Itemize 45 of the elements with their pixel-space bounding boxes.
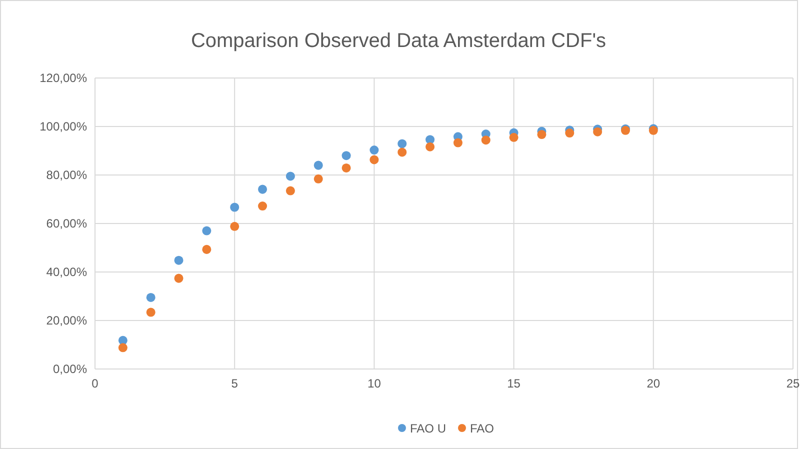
point	[146, 308, 156, 317]
point	[453, 138, 462, 148]
point	[537, 130, 546, 140]
point	[342, 151, 351, 160]
point	[565, 128, 574, 138]
x-tick-label: 25	[786, 376, 800, 391]
point	[398, 148, 407, 157]
point	[202, 226, 212, 236]
y-tick-label: 100,00%	[40, 119, 88, 134]
point	[258, 184, 268, 194]
y-tick-label: 80,00%	[46, 168, 88, 182]
point	[370, 155, 379, 164]
point	[398, 139, 407, 148]
chart-title: Comparison Observed Data Amsterdam CDF's	[190, 30, 606, 52]
x-tick-label: 15	[507, 376, 521, 391]
x-tick-label: 0	[92, 376, 99, 391]
point	[202, 244, 212, 254]
x-tick-label: 10	[368, 376, 382, 391]
y-tick-label: 20,00%	[46, 313, 88, 328]
y-tick-label: 0,00%	[52, 362, 88, 376]
x-tick-label: 5	[231, 376, 238, 391]
point	[118, 343, 128, 352]
point	[370, 146, 379, 155]
y-tick-label: 120,00%	[40, 70, 88, 85]
point	[118, 336, 128, 345]
point	[314, 160, 323, 170]
point	[174, 274, 184, 283]
point	[286, 186, 295, 196]
point	[230, 202, 240, 212]
point	[146, 292, 156, 302]
y-tick-label: 60,00%	[46, 216, 88, 230]
x-tick-label: 20	[646, 376, 660, 391]
legend-label: FAO U	[410, 422, 446, 436]
point	[593, 127, 602, 136]
point	[342, 163, 351, 172]
y-tick-label: 40,00%	[46, 264, 88, 279]
legend-label: FAO	[470, 422, 494, 436]
point	[230, 222, 240, 231]
point	[509, 132, 518, 142]
point	[426, 142, 435, 152]
point	[174, 256, 184, 265]
point	[286, 172, 295, 181]
point	[314, 174, 323, 184]
point	[481, 136, 490, 145]
point	[258, 202, 268, 211]
